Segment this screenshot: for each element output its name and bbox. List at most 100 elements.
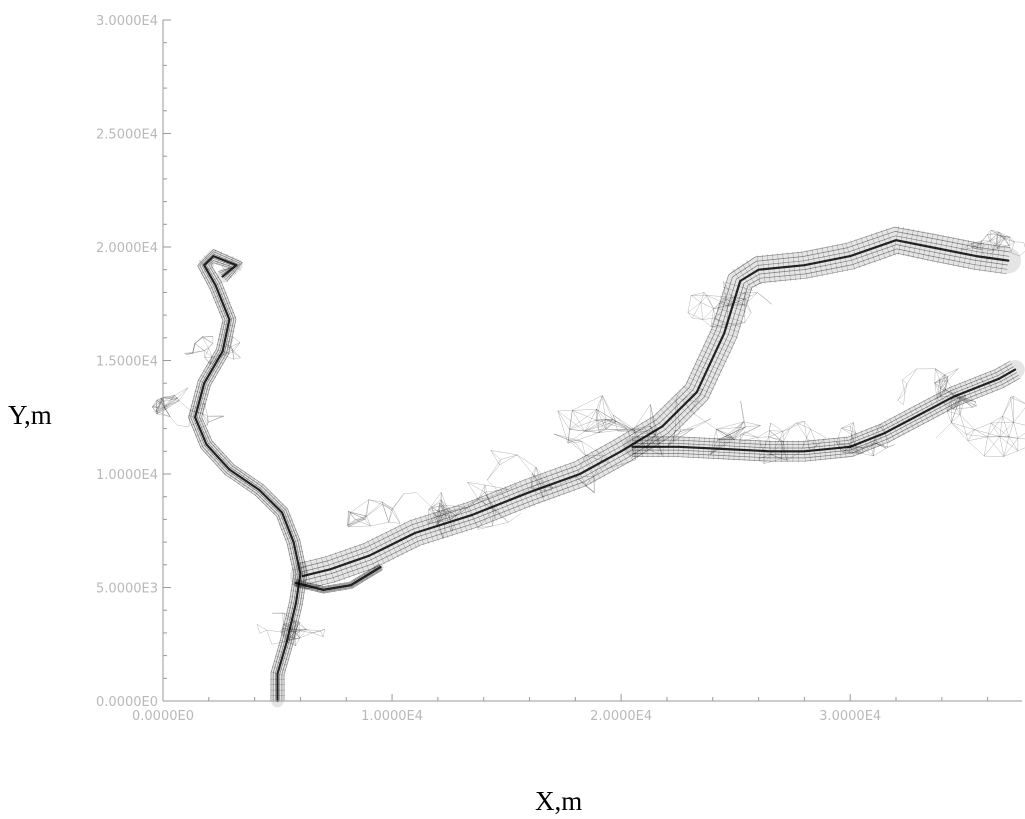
channel-cross-edge bbox=[305, 582, 308, 590]
channel-mesh-line bbox=[299, 226, 1011, 564]
mesh-edge bbox=[655, 430, 657, 435]
mesh-edge bbox=[596, 419, 607, 430]
mesh-edge bbox=[488, 489, 509, 498]
channel-cross-edge bbox=[462, 502, 472, 531]
channel-cross-edge bbox=[222, 253, 228, 268]
mesh-edge bbox=[714, 301, 723, 319]
channel-cross-edge bbox=[220, 328, 235, 332]
mesh-edge bbox=[970, 243, 976, 249]
channel-cross-edge bbox=[339, 583, 341, 591]
mesh-edge bbox=[535, 467, 540, 483]
mesh-edge bbox=[991, 422, 1001, 437]
mesh-edge bbox=[596, 409, 600, 433]
mesh-edge bbox=[873, 443, 876, 457]
mesh-edge bbox=[288, 630, 301, 640]
mesh-edge bbox=[946, 411, 952, 423]
channel-cross-edge bbox=[685, 381, 712, 394]
mesh-edge bbox=[842, 452, 858, 454]
mesh-edge bbox=[851, 432, 856, 435]
mesh-edge bbox=[953, 397, 959, 410]
mesh-edge bbox=[733, 425, 761, 440]
mesh-edge bbox=[202, 337, 209, 349]
y-tick-label: 2.5000E4 bbox=[96, 128, 158, 143]
mesh-edge bbox=[455, 506, 464, 516]
mesh-edge bbox=[782, 428, 790, 432]
channel-cross-edge bbox=[280, 634, 296, 639]
mesh-edge bbox=[763, 454, 771, 464]
mesh-edge bbox=[164, 397, 178, 407]
y-axis-title: Y,m bbox=[8, 400, 52, 430]
mesh-edge bbox=[745, 425, 761, 428]
channel-cross-edge bbox=[269, 499, 280, 511]
mesh-edge bbox=[440, 499, 456, 516]
mesh-edge bbox=[958, 401, 961, 415]
channel-cross-edge bbox=[288, 602, 304, 605]
mesh-edge bbox=[441, 504, 449, 512]
channel-cross-edge bbox=[353, 579, 358, 586]
channel-cross-edge bbox=[287, 607, 302, 611]
mesh-patch bbox=[739, 421, 827, 464]
mesh-edge bbox=[282, 628, 287, 642]
mesh-edge bbox=[940, 388, 946, 390]
mesh-edge bbox=[230, 342, 241, 347]
channel-cross-edge bbox=[321, 556, 329, 585]
mesh-edge bbox=[740, 400, 746, 427]
channel-mesh-line bbox=[294, 569, 383, 594]
channel-cross-edge bbox=[286, 612, 301, 617]
mesh-edge bbox=[1010, 397, 1025, 404]
mesh-edge bbox=[675, 392, 680, 399]
mesh-edge bbox=[733, 421, 744, 440]
mesh-edge bbox=[364, 499, 369, 520]
channel-cross-edge bbox=[772, 253, 776, 283]
channel-cross-edge bbox=[713, 318, 742, 328]
channel-cross-edge bbox=[333, 584, 336, 592]
channel-cross-edge bbox=[754, 439, 756, 462]
channel-cross-edge bbox=[273, 503, 284, 515]
channel-cross-edge bbox=[283, 623, 298, 628]
channel-cross-edge bbox=[210, 249, 217, 263]
channel-cross-edge bbox=[591, 451, 606, 477]
channel-cross-edge bbox=[1004, 363, 1016, 383]
mesh-edge bbox=[347, 511, 349, 526]
channel-cross-edge bbox=[200, 374, 214, 383]
mesh-edge bbox=[1009, 237, 1015, 243]
mesh-edge bbox=[987, 436, 1004, 457]
mesh-edge bbox=[999, 436, 1018, 452]
channel-cross-edge bbox=[943, 389, 954, 410]
mesh-edge bbox=[862, 447, 874, 457]
mesh-edge bbox=[727, 304, 745, 306]
mesh-edge bbox=[873, 439, 875, 443]
channel-cross-edge bbox=[495, 490, 507, 517]
channel-cross-edge bbox=[254, 483, 264, 496]
mesh-edge bbox=[758, 458, 765, 464]
mesh-edge bbox=[428, 511, 449, 524]
channel-cross-edge bbox=[458, 504, 468, 532]
mesh-edge bbox=[690, 401, 698, 412]
channel-cross-edge bbox=[191, 400, 206, 405]
channel-cross-edge bbox=[843, 436, 847, 459]
channel-cross-edge bbox=[325, 555, 336, 583]
y-tick-label: 1.0000E4 bbox=[96, 468, 158, 483]
mesh-edge bbox=[364, 519, 371, 527]
mesh-edge bbox=[184, 353, 187, 355]
channel-cross-edge bbox=[471, 499, 483, 527]
mesh-edge bbox=[862, 442, 875, 448]
mesh-edge bbox=[987, 229, 992, 235]
mesh-edge bbox=[584, 419, 606, 432]
mesh-edge bbox=[156, 399, 162, 403]
channel-cross-edge bbox=[716, 307, 745, 317]
channel-cross-edge bbox=[385, 531, 399, 558]
channel-cross-edge bbox=[368, 569, 373, 577]
channel-cross-edge bbox=[394, 526, 408, 553]
mesh-edge bbox=[947, 411, 961, 415]
mesh-edge bbox=[743, 421, 761, 426]
channel-cross-edge bbox=[399, 524, 413, 551]
mesh-edge bbox=[391, 509, 401, 524]
mesh-edge bbox=[779, 439, 785, 453]
channel-cross-edge bbox=[564, 464, 575, 492]
channel-cross-edge bbox=[330, 553, 341, 582]
mesh-edge bbox=[416, 492, 432, 508]
channel-mesh-line bbox=[301, 235, 1010, 573]
channel-cross-edge bbox=[221, 323, 236, 327]
mesh-edge bbox=[584, 419, 613, 432]
